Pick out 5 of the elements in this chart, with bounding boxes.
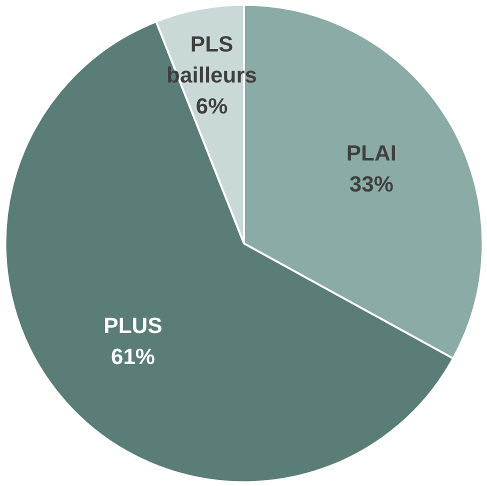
data-label: 61%: [110, 344, 156, 370]
data-label: 33%: [349, 171, 394, 196]
data-label: 6%: [196, 93, 228, 118]
slice-label: PLUS: [104, 313, 162, 338]
slice-label: PLAI: [346, 140, 396, 166]
